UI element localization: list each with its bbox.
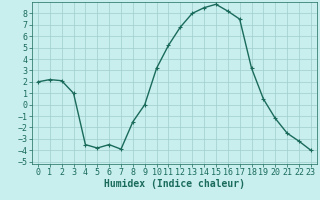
- X-axis label: Humidex (Indice chaleur): Humidex (Indice chaleur): [104, 179, 245, 189]
